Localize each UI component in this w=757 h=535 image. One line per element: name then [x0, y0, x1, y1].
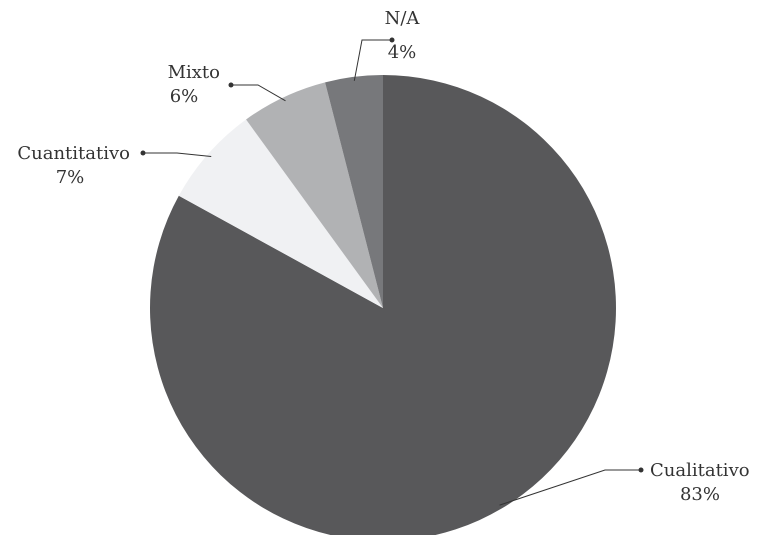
leader-dot [638, 467, 644, 473]
slice-value-label: 6% [170, 86, 199, 107]
slice-value-label: 4% [388, 42, 417, 63]
slice-label: Cuantitativo [17, 143, 130, 164]
slice-value-label: 83% [680, 484, 720, 505]
leader-dot [389, 37, 395, 43]
leader-line [353, 39, 392, 81]
slice-label: N/A [385, 8, 421, 29]
slice-label: Mixto [168, 62, 220, 83]
pie-slice [150, 75, 616, 535]
leader-dot [228, 82, 234, 88]
leader-line [499, 469, 641, 506]
slice-value-label: 7% [56, 167, 85, 188]
leader-dot [140, 150, 146, 156]
leader-line [143, 152, 212, 158]
slice-label: Cualitativo [650, 460, 750, 481]
pie-slice [325, 75, 383, 308]
pie-slice [178, 119, 383, 308]
pie-slice [246, 82, 383, 308]
leader-line [231, 84, 286, 102]
